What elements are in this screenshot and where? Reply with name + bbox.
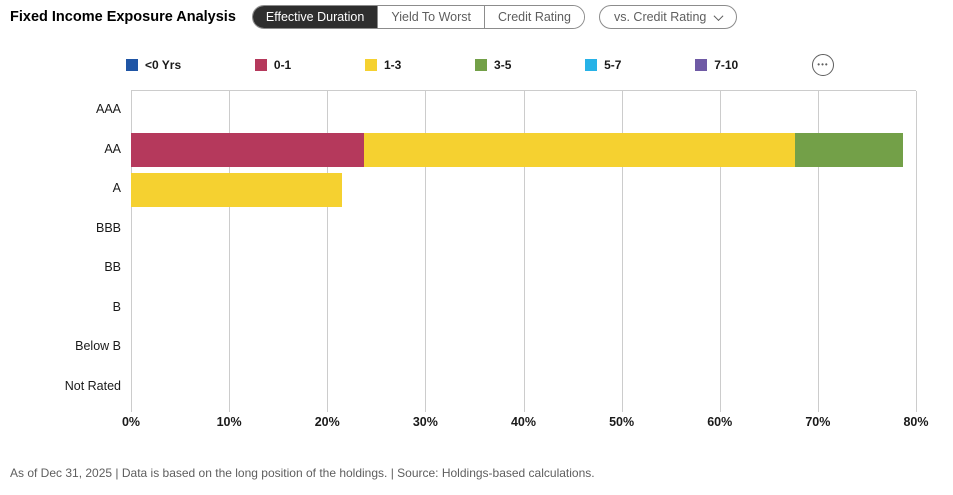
y-axis-label: BBB [95, 220, 121, 235]
gridline [523, 91, 525, 412]
ellipsis-icon: ••• [817, 60, 829, 69]
footnote: As of Dec 31, 2025 | Data is based on th… [10, 466, 595, 480]
bar-segment-1-3[interactable] [131, 172, 342, 207]
tab-yield-to-worst[interactable]: Yield To Worst [377, 6, 485, 28]
gridline [327, 91, 329, 412]
bar-row-bbb [131, 210, 916, 250]
tab-credit-rating[interactable]: Credit Rating [484, 6, 584, 28]
x-tick-label: 60% [707, 415, 733, 429]
gridline [916, 91, 917, 412]
y-axis-label: Below B [75, 339, 121, 353]
legend-item-4[interactable]: 3-5 [475, 58, 511, 72]
legend-swatch-icon [364, 59, 377, 71]
x-tick-label: 80% [903, 415, 929, 429]
x-tick-label: 20% [314, 415, 340, 429]
legend-swatch-icon [695, 59, 708, 71]
legend-label: 5-7 [604, 58, 622, 72]
legend-swatch-icon [126, 59, 138, 71]
legend-item-2[interactable]: 0-1 [254, 58, 292, 72]
legend-item-3[interactable]: 1-3 [364, 58, 402, 72]
y-axis-label: AA [104, 141, 121, 156]
bar-row-aa [131, 131, 916, 171]
vs-credit-rating-dropdown[interactable]: vs. Credit Rating [598, 5, 738, 29]
bar-segment-1-3[interactable] [363, 133, 796, 168]
gridline [817, 91, 819, 412]
legend-label: 1-3 [383, 58, 402, 72]
legend-item-1[interactable]: <0 Yrs [126, 58, 181, 72]
gridline [229, 91, 231, 412]
bar-segment-0-1[interactable] [131, 133, 364, 168]
bar-row-below-b [131, 328, 916, 368]
bar-rows [131, 91, 916, 407]
bar-row-aaa [131, 91, 916, 131]
legend-label: <0 Yrs [145, 58, 182, 72]
legend-label: 3-5 [494, 58, 512, 72]
bar-stack [131, 133, 904, 168]
bar-stack [131, 172, 342, 207]
header: Fixed Income Exposure Analysis Effective… [10, 4, 943, 30]
tab-effective-duration[interactable]: Effective Duration [252, 6, 378, 28]
x-tick-label: 50% [609, 415, 635, 429]
legend-swatch-icon [585, 59, 598, 71]
bar-row-bb [131, 249, 916, 289]
duration-vs-credit-rating-chart: AAA AA A BBB BB B Below B Not Rated 0% 10% 20% 30%… [0, 90, 953, 433]
gridline [719, 91, 721, 412]
legend-item-6[interactable]: 7-10 [695, 58, 738, 72]
y-axis-label: B [112, 299, 121, 314]
x-tick-label: 40% [510, 415, 537, 429]
y-axis-label: AAA [95, 102, 121, 116]
chevron-down-icon [713, 10, 724, 21]
gridline [425, 91, 427, 412]
dropdown-selected-value: vs. Credit Rating [613, 10, 707, 24]
gridline [131, 91, 132, 412]
y-axis-label: BB [104, 260, 121, 274]
x-tick-label: 70% [805, 415, 831, 429]
bar-row-not-rated [131, 368, 916, 408]
bar-row-a [131, 170, 916, 210]
chart-legend: <0 Yrs 0-1 1-3 3-5 5-7 7-10 ••• [126, 53, 834, 77]
legend-label: 7-10 [714, 58, 739, 72]
y-axis-label: A [112, 181, 121, 195]
view-tab-group: Effective Duration Yield To Worst Credit… [251, 5, 585, 29]
bar-segment-3-5[interactable] [795, 133, 904, 168]
legend-more-options-button[interactable]: ••• [811, 54, 834, 76]
y-axis-labels: AAA AA A BBB BB B Below B Not Rated [0, 90, 131, 406]
legend-swatch-icon [254, 59, 267, 71]
y-axis-label: Not Rated [64, 378, 121, 393]
gridline [621, 91, 623, 412]
bar-row-b [131, 289, 916, 329]
x-tick-label: 10% [216, 415, 242, 429]
x-axis: 0% 10% 20% 30% 40% 50% 60% 70% 80% [122, 415, 929, 433]
plot-area [131, 90, 917, 412]
x-tick-label: 30% [412, 415, 438, 429]
legend-item-5[interactable]: 5-7 [585, 58, 621, 72]
x-tick-label: 0% [121, 415, 141, 429]
page-title: Fixed Income Exposure Analysis [10, 9, 236, 25]
legend-swatch-icon [475, 59, 488, 71]
legend-label: 0-1 [273, 58, 292, 72]
